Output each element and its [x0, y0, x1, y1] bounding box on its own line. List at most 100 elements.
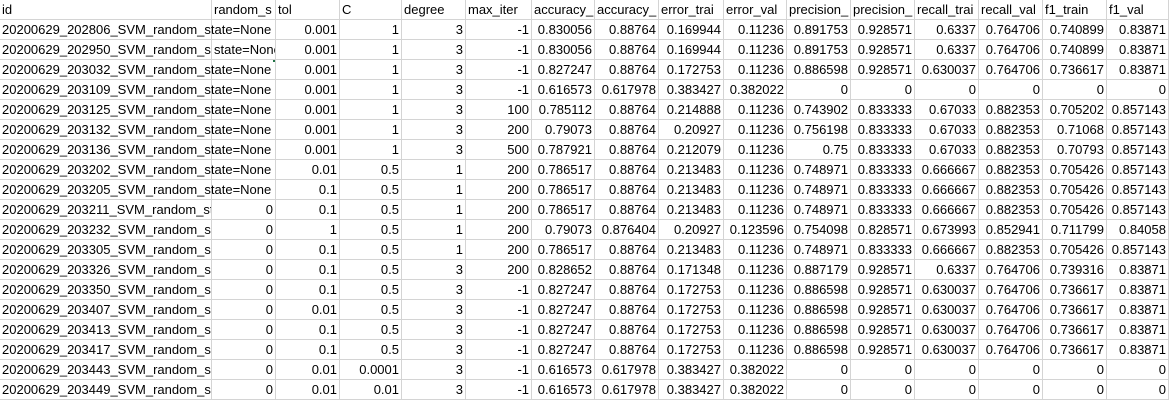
table-cell[interactable]: 0.928571	[851, 60, 915, 80]
table-cell[interactable]: 0.617978	[595, 360, 659, 380]
table-cell[interactable]: 20200629_203125_SVM_random_state=None	[0, 100, 271, 120]
table-cell[interactable]: 0.83871	[1107, 320, 1169, 340]
table-cell[interactable]: 20200629_203136_SVM_random_state=None	[0, 140, 271, 160]
table-cell[interactable]: 0.666667	[915, 200, 979, 220]
table-cell[interactable]: 0.705426	[1043, 200, 1107, 220]
header-cell[interactable]: random_s	[212, 0, 276, 20]
table-cell[interactable]: 0.786517	[532, 200, 595, 220]
table-cell[interactable]: 0.79073	[532, 220, 595, 240]
table-cell[interactable]: 0.88764	[595, 140, 659, 160]
table-cell[interactable]: 0.827247	[532, 280, 595, 300]
table-cell[interactable]: 0	[787, 380, 851, 400]
table-cell[interactable]: 0.928571	[851, 20, 915, 40]
table-cell[interactable]: 0	[915, 360, 979, 380]
table-cell[interactable]: 0.88764	[595, 280, 659, 300]
table-cell[interactable]: 1	[402, 200, 466, 220]
table-cell[interactable]: 0	[1043, 80, 1107, 100]
table-cell[interactable]: 200	[466, 120, 532, 140]
table-cell[interactable]: 0.213483	[659, 240, 724, 260]
table-cell[interactable]: 0	[212, 280, 276, 300]
table-cell[interactable]: 0	[979, 380, 1043, 400]
table-cell[interactable]	[212, 160, 276, 180]
table-cell[interactable]: 0.83871	[1107, 340, 1169, 360]
header-cell[interactable]: C	[340, 0, 402, 20]
table-cell[interactable]: 1	[340, 120, 402, 140]
table-cell[interactable]: 20200629_203109_SVM_random_state=None	[0, 80, 271, 100]
table-cell[interactable]: 0.882353	[979, 200, 1043, 220]
table-cell[interactable]: 0.764706	[979, 40, 1043, 60]
table-cell[interactable]: 3	[402, 100, 466, 120]
table-cell[interactable]: 0.886598	[787, 340, 851, 360]
table-cell[interactable]: 1	[340, 60, 402, 80]
table-cell[interactable]: 0.5	[340, 180, 402, 200]
table-cell[interactable]: 0.830056	[532, 20, 595, 40]
table-cell[interactable]: 0.88764	[595, 20, 659, 40]
table-cell[interactable]: 0.1	[276, 240, 340, 260]
table-cell[interactable]	[212, 20, 276, 40]
table-cell[interactable]: 0.833333	[851, 240, 915, 260]
table-cell[interactable]: 3	[402, 280, 466, 300]
table-cell[interactable]: 3	[402, 60, 466, 80]
table-cell[interactable]: 0.001	[276, 40, 340, 60]
table-cell[interactable]: 0.382022	[724, 360, 787, 380]
table-cell[interactable]: 0.5	[340, 200, 402, 220]
table-cell[interactable]: 0	[979, 360, 1043, 380]
table-cell[interactable]	[212, 180, 276, 200]
table-cell[interactable]: 0.88764	[595, 180, 659, 200]
table-cell[interactable]	[212, 120, 276, 140]
table-cell[interactable]: 0.213483	[659, 180, 724, 200]
table-cell[interactable]: 0.857143	[1107, 240, 1169, 260]
table-cell[interactable]: 0.172753	[659, 320, 724, 340]
table-cell[interactable]: 0.882353	[979, 100, 1043, 120]
table-cell[interactable]: 0.01	[276, 160, 340, 180]
table-cell[interactable]: 0.857143	[1107, 200, 1169, 220]
table-cell[interactable]: 0.169944	[659, 20, 724, 40]
table-cell[interactable]: -1	[466, 80, 532, 100]
table-cell[interactable]: state=None	[212, 40, 276, 60]
table-cell[interactable]: 0.764706	[979, 260, 1043, 280]
table-cell[interactable]: 0.891753	[787, 40, 851, 60]
table-cell[interactable]: 0.785112	[532, 100, 595, 120]
table-cell[interactable]: 20200629_203232_SVM_random_st	[0, 220, 212, 240]
table-cell[interactable]: 3	[402, 20, 466, 40]
table-cell[interactable]: 0.705426	[1043, 180, 1107, 200]
table-cell[interactable]: 1	[402, 160, 466, 180]
table-cell[interactable]: 0.383427	[659, 80, 724, 100]
table-cell[interactable]: 0	[851, 80, 915, 100]
table-cell[interactable]: 200	[466, 200, 532, 220]
table-cell[interactable]: 0	[1107, 380, 1169, 400]
table-cell[interactable]: 0.001	[276, 60, 340, 80]
table-cell[interactable]: 0.71068	[1043, 120, 1107, 140]
table-cell[interactable]: 200	[466, 260, 532, 280]
table-cell[interactable]: 0.11236	[724, 120, 787, 140]
table-cell[interactable]: 0.88764	[595, 160, 659, 180]
table-cell[interactable]: 0.857143	[1107, 100, 1169, 120]
table-cell[interactable]: 200	[466, 180, 532, 200]
table-cell[interactable]: 0.886598	[787, 60, 851, 80]
table-cell[interactable]: 0.630037	[915, 320, 979, 340]
table-cell[interactable]: 1	[340, 140, 402, 160]
table-cell[interactable]: 0.88764	[595, 40, 659, 60]
table-cell[interactable]: 0.833333	[851, 140, 915, 160]
table-cell[interactable]: 0.5	[340, 220, 402, 240]
table-cell[interactable]: 0.666667	[915, 180, 979, 200]
table-cell[interactable]: 0.11236	[724, 340, 787, 360]
table-cell[interactable]: 0.833333	[851, 120, 915, 140]
table-cell[interactable]: 20200629_203132_SVM_random_state=None	[0, 120, 271, 140]
table-cell[interactable]: 0.833333	[851, 100, 915, 120]
table-cell[interactable]: 0.748971	[787, 240, 851, 260]
table-cell[interactable]: 0.833333	[851, 160, 915, 180]
table-cell[interactable]: 0.740899	[1043, 40, 1107, 60]
header-cell[interactable]: recall_trai	[915, 0, 979, 20]
table-cell[interactable]: 0.630037	[915, 280, 979, 300]
table-cell[interactable]	[212, 100, 276, 120]
table-cell[interactable]: 0	[212, 360, 276, 380]
table-cell[interactable]: 0	[979, 80, 1043, 100]
table-cell[interactable]: 0.5	[340, 300, 402, 320]
table-cell[interactable]: 0.928571	[851, 340, 915, 360]
header-cell[interactable]: id	[0, 0, 212, 20]
table-cell[interactable]: 0.88764	[595, 120, 659, 140]
table-cell[interactable]: 0.383427	[659, 360, 724, 380]
table-cell[interactable]: 0	[915, 380, 979, 400]
table-cell[interactable]: 0.786517	[532, 240, 595, 260]
